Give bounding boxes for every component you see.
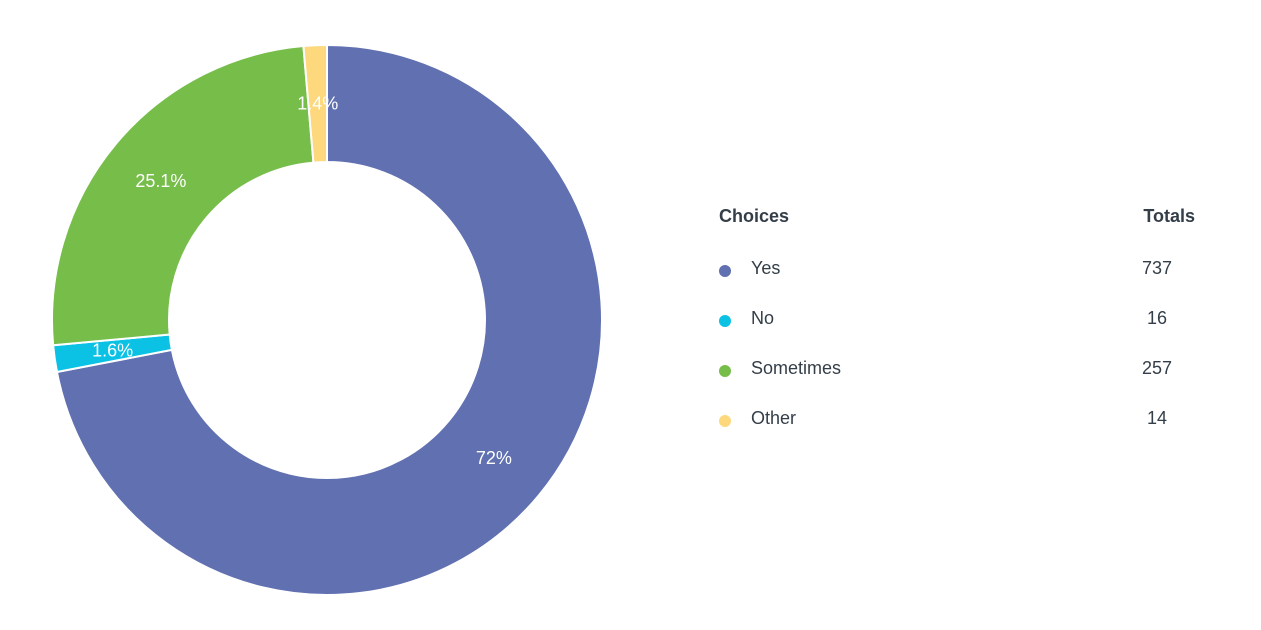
donut-chart: 72% 1.6% 25.1% 1.4% — [51, 43, 603, 596]
slice-label-no: 1.6% — [92, 340, 133, 360]
legend-header-totals: Totals — [1143, 206, 1195, 226]
slice-label-sometimes: 25.1% — [135, 171, 186, 191]
slice-yes[interactable] — [55, 43, 603, 596]
legend-dot-no — [719, 315, 731, 327]
legend-dot-other — [719, 415, 731, 427]
slice-other[interactable] — [302, 43, 328, 164]
slice-label-other: 1.4% — [297, 94, 338, 114]
legend-row-other[interactable]: Other 14 — [719, 406, 1195, 456]
legend-label-no: No — [751, 308, 775, 328]
legend-total-yes: 737 — [1141, 258, 1173, 278]
legend-label-other: Other — [751, 408, 797, 428]
legend-row-no[interactable]: No 16 — [719, 306, 1195, 356]
donut-labels: 72% 1.6% 25.1% 1.4% — [92, 94, 512, 468]
legend-total-no: 16 — [1146, 308, 1168, 328]
legend-label-sometimes: Sometimes — [751, 358, 842, 378]
legend-rows: Yes 737 No 16 Sometimes 257 Other 14 — [719, 256, 1195, 456]
legend-row-sometimes[interactable]: Sometimes 257 — [719, 356, 1195, 406]
legend-total-other: 14 — [1146, 408, 1168, 428]
legend-header: Choices Totals — [719, 206, 1195, 232]
legend-label-yes: Yes — [751, 258, 781, 278]
legend-dot-yes — [719, 265, 731, 277]
legend-row-yes[interactable]: Yes 737 — [719, 256, 1195, 306]
legend-total-sometimes: 257 — [1141, 358, 1173, 378]
legend-header-choices: Choices — [719, 206, 790, 226]
legend-dot-sometimes — [719, 365, 731, 377]
donut-slices — [51, 43, 603, 596]
slice-label-yes: 72% — [476, 448, 512, 468]
slice-sometimes[interactable] — [51, 44, 315, 347]
chart-legend: Choices Totals Yes 737 No 16 Sometimes 2… — [719, 206, 1195, 428]
